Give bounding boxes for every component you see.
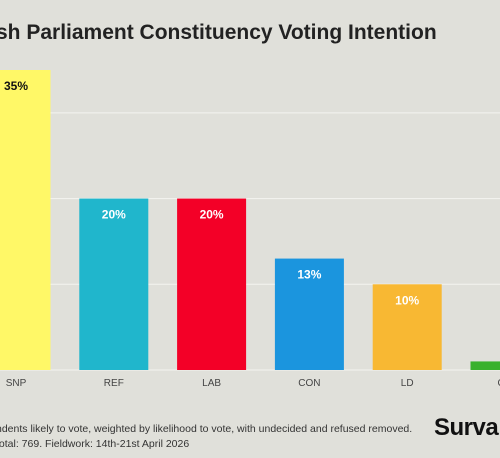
brand-logo: Surva	[434, 414, 499, 441]
data-label-con: 13%	[297, 268, 321, 282]
x-tick-label-ld: LD	[401, 378, 414, 389]
bar-gr	[470, 361, 500, 370]
data-labels: 35% 20% 20% 13% 10%	[4, 79, 420, 307]
bars	[0, 70, 500, 370]
data-label-snp: 35%	[4, 79, 28, 93]
x-tick-label-snp: SNP	[6, 378, 27, 389]
chart-title: sh Parliament Constituency Voting Intent…	[0, 21, 437, 44]
footnote: ndents likely to vote, weighted by likel…	[0, 422, 412, 452]
x-tick-label-lab: LAB	[202, 378, 221, 389]
x-tick-label-con: CON	[298, 378, 320, 389]
bar-lab	[177, 198, 247, 370]
bar-ref	[79, 198, 149, 370]
x-axis-ticks: SNP REF LAB CON LD GR	[6, 378, 500, 389]
x-tick-label-ref: REF	[104, 378, 124, 389]
footnote-line-2: total: 769. Fieldwork: 14th-21st April 2…	[0, 438, 190, 450]
footnote-line-1: ndents likely to vote, weighted by likel…	[0, 423, 413, 435]
data-label-ref: 20%	[102, 208, 126, 222]
data-label-lab: 20%	[200, 208, 224, 222]
bar-snp	[0, 70, 51, 370]
x-tick-label-gr: GR	[498, 378, 500, 389]
bar-con	[274, 258, 344, 370]
bar-ld	[372, 284, 442, 370]
data-label-ld: 10%	[395, 293, 419, 307]
